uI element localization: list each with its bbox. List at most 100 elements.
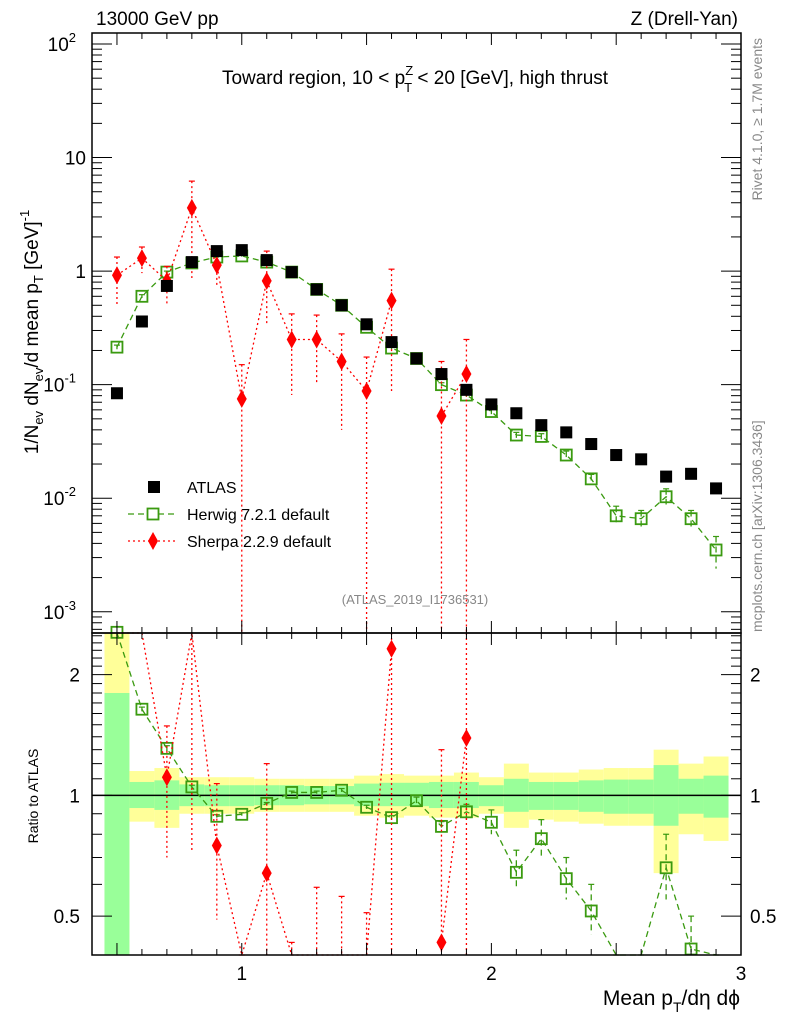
main-atlas-point — [410, 352, 423, 365]
ratio-band-stat — [703, 775, 729, 818]
ylabel-sub: ev — [31, 410, 46, 424]
tick-exponent: 2 — [69, 30, 76, 45]
main-atlas-point — [235, 244, 248, 257]
tick-base: 1 — [75, 262, 86, 283]
ratio-herwig-point — [360, 800, 373, 814]
ratio-herwig-point — [335, 783, 349, 797]
tick-base: 10 — [48, 35, 69, 56]
ratio-herwig-point — [310, 786, 324, 799]
ratio-herwig-point — [509, 865, 523, 879]
main-atlas-point — [610, 449, 623, 462]
main-herwig-point — [135, 289, 149, 303]
main-y-tick-label: 10-1 — [43, 371, 76, 397]
title-pre: Toward region, 10 < p — [222, 68, 405, 89]
ratio-y-tick-label-left: 1 — [69, 786, 80, 807]
ratio-y-tick-label-left: 2 — [69, 666, 80, 687]
main-atlas-point — [285, 266, 298, 279]
main-herwig-point — [684, 512, 698, 526]
main-sherpa-point — [236, 389, 247, 408]
main-atlas-point — [335, 299, 348, 312]
tick-exponent: -3 — [64, 598, 76, 613]
xlabel-sub: T — [673, 999, 682, 1015]
main-atlas-point — [185, 256, 198, 269]
main-sherpa-point — [286, 330, 297, 349]
tick-exponent: -1 — [64, 371, 76, 386]
ylabel-part: /d mean p — [22, 283, 43, 368]
ratio-herwig-point — [410, 794, 423, 808]
legend-label-atlas: ATLAS — [187, 480, 237, 497]
x-tick-label: 1 — [236, 964, 247, 985]
main-atlas-point — [635, 453, 648, 466]
ratio-herwig-point — [235, 807, 249, 821]
ratio-sherpa-point — [211, 836, 222, 855]
tick-base: 10 — [43, 489, 64, 510]
xlabel-post: /dη dϕ — [682, 987, 740, 1010]
tick-base: 10 — [43, 376, 64, 397]
title-sup: Z — [405, 63, 413, 78]
main-herwig-point — [634, 512, 648, 526]
main-atlas-point — [460, 383, 473, 396]
plot-title: Toward region, 10 < pZ T < 20 [GeV], high… — [222, 63, 609, 95]
tick-base: 10 — [43, 603, 64, 624]
ratio-sherpa-point — [436, 933, 447, 952]
tick-exponent: -2 — [64, 484, 76, 499]
ratio-y-axis-label: Ratio to ATLAS — [25, 749, 41, 844]
ylabel-part: dN — [22, 381, 43, 411]
ylabel-part: 1/N — [22, 425, 43, 455]
main-sherpa-point — [136, 249, 147, 268]
main-atlas-point — [435, 368, 448, 381]
ratio-band-stat — [104, 692, 130, 955]
main-sherpa-point — [186, 198, 197, 217]
ratio-y-tick-label-right: 0.5 — [750, 907, 776, 928]
analysis-watermark: (ATLAS_2019_I1736531) — [342, 592, 488, 607]
mcplots-reference-label: mcplots.cern.ch [arXiv:1306.3436] — [749, 420, 765, 632]
legend-label-herwig: Herwig 7.2.1 default — [187, 507, 330, 524]
main-atlas-point — [660, 470, 673, 483]
ratio-band-stat — [603, 779, 629, 814]
legend-marker-herwig — [146, 507, 160, 521]
main-atlas-point — [510, 407, 523, 420]
ratio-herwig-point — [210, 809, 224, 823]
main-sherpa-point — [211, 256, 222, 275]
ratio-band-stat — [678, 778, 704, 814]
main-atlas-point — [210, 245, 223, 258]
main-atlas-point — [585, 438, 598, 451]
main-sherpa-line — [440, 373, 467, 417]
ratio-y-tick-label-left: 0.5 — [54, 907, 80, 928]
header-process-name: Z (Drell-Yan) — [631, 9, 738, 30]
x-tick-label: 3 — [736, 964, 747, 985]
main-sherpa-point — [336, 352, 347, 371]
ratio-sherpa-line — [116, 632, 393, 958]
ratio-herwig-point — [534, 832, 548, 846]
main-atlas-point — [710, 482, 723, 495]
main-atlas-point — [560, 426, 573, 439]
main-herwig-point — [559, 448, 573, 462]
legend-marker-atlas — [148, 481, 160, 493]
main-atlas-point — [310, 283, 323, 296]
ratio-sherpa-point — [386, 639, 397, 658]
main-atlas-point — [260, 254, 273, 267]
main-y-tick-label: 1 — [75, 262, 86, 283]
header-process-energy: 13000 GeV pp — [96, 9, 219, 30]
ratio-herwig-point — [584, 904, 598, 918]
ratio-sherpa-point — [261, 864, 272, 883]
main-atlas-point — [385, 336, 398, 349]
ratio-panel: 1 2 3 0.5 0.5 1 1 2 2 — [54, 625, 776, 985]
xlabel-pre: Mean p — [603, 987, 673, 1010]
main-sherpa-point — [311, 330, 322, 349]
ratio-herwig-point — [135, 702, 149, 716]
ratio-herwig-point — [185, 780, 199, 794]
main-y-tick-label: 10-3 — [43, 598, 76, 624]
ratio-y-tick-label-right: 1 — [750, 786, 761, 807]
main-sherpa-point — [436, 406, 447, 425]
x-tick-label: 2 — [486, 964, 497, 985]
main-atlas-point — [135, 315, 148, 328]
main-atlas-point — [360, 318, 373, 331]
legend: ATLAS Herwig 7.2.1 default Sherpa 2.2.9 de… — [128, 480, 332, 551]
ratio-sherpa-point — [161, 768, 172, 787]
ratio-sherpa-line — [440, 737, 468, 943]
main-y-tick-label: 10-2 — [43, 484, 76, 510]
main-atlas-point — [485, 398, 498, 411]
main-sherpa-point — [261, 271, 272, 290]
main-herwig-point — [609, 509, 623, 523]
